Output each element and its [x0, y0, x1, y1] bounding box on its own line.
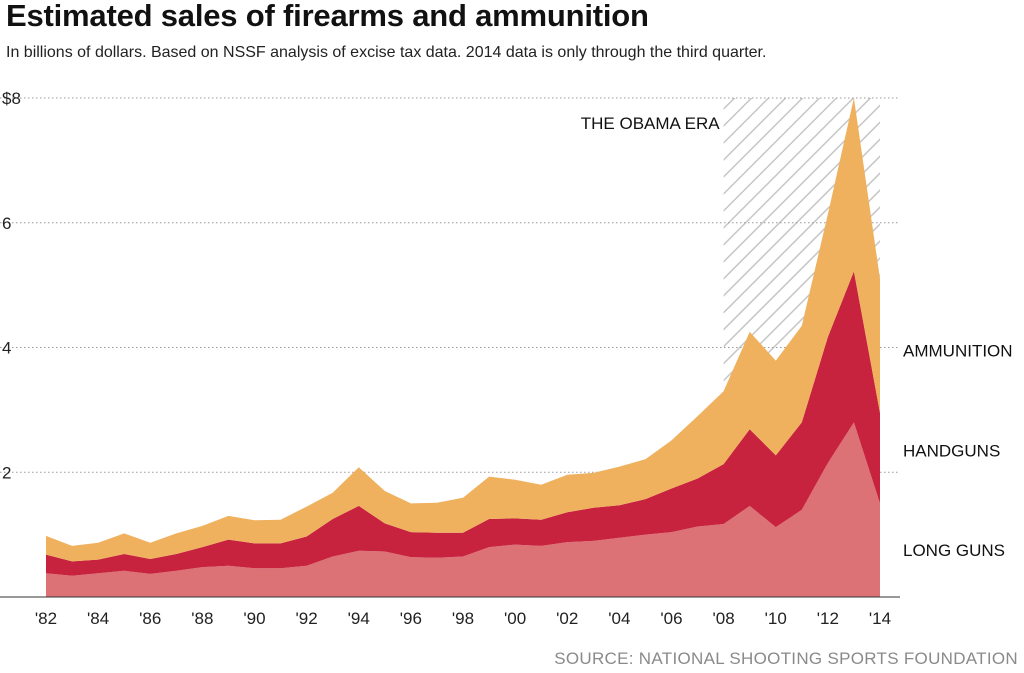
x-tick-label: '98 [452, 609, 474, 628]
x-tick-label: '06 [660, 609, 682, 628]
x-tick-label: '04 [608, 609, 630, 628]
chart-title: Estimated sales of firearms and ammuniti… [6, 0, 649, 33]
x-tick-label: '90 [243, 609, 265, 628]
y-tick-label: 4 [2, 339, 11, 358]
y-tick-label: 2 [2, 463, 11, 482]
long-guns-area [46, 422, 880, 597]
x-tick-label: '94 [348, 609, 370, 628]
x-tick-label: '08 [713, 609, 735, 628]
y-tick-label: 6 [2, 214, 11, 233]
x-tick-label: '14 [869, 609, 891, 628]
x-tick-label: '86 [139, 609, 161, 628]
handguns-area [46, 271, 880, 576]
x-tick-label: '96 [400, 609, 422, 628]
ammunition-area [46, 98, 880, 562]
x-tick-label: '88 [191, 609, 213, 628]
source-note: SOURCE: NATIONAL SHOOTING SPORTS FOUNDAT… [554, 649, 1018, 668]
long-guns-label: LONG GUNS [903, 541, 1005, 560]
handguns-label: HANDGUNS [903, 441, 1000, 460]
x-tick-label: '92 [296, 609, 318, 628]
x-tick-label: '12 [817, 609, 839, 628]
obama-era-label: THE OBAMA ERA [581, 114, 721, 133]
x-tick-label: '02 [556, 609, 578, 628]
chart-subtitle: In billions of dollars. Based on NSSF an… [6, 44, 767, 61]
x-tick-label: '10 [765, 609, 787, 628]
x-tick-label: '82 [35, 609, 57, 628]
x-tick-label: '84 [87, 609, 109, 628]
x-tick-label: '00 [504, 609, 526, 628]
y-tick-label: $8 [2, 89, 21, 108]
ammunition-label: AMMUNITION [903, 342, 1013, 361]
